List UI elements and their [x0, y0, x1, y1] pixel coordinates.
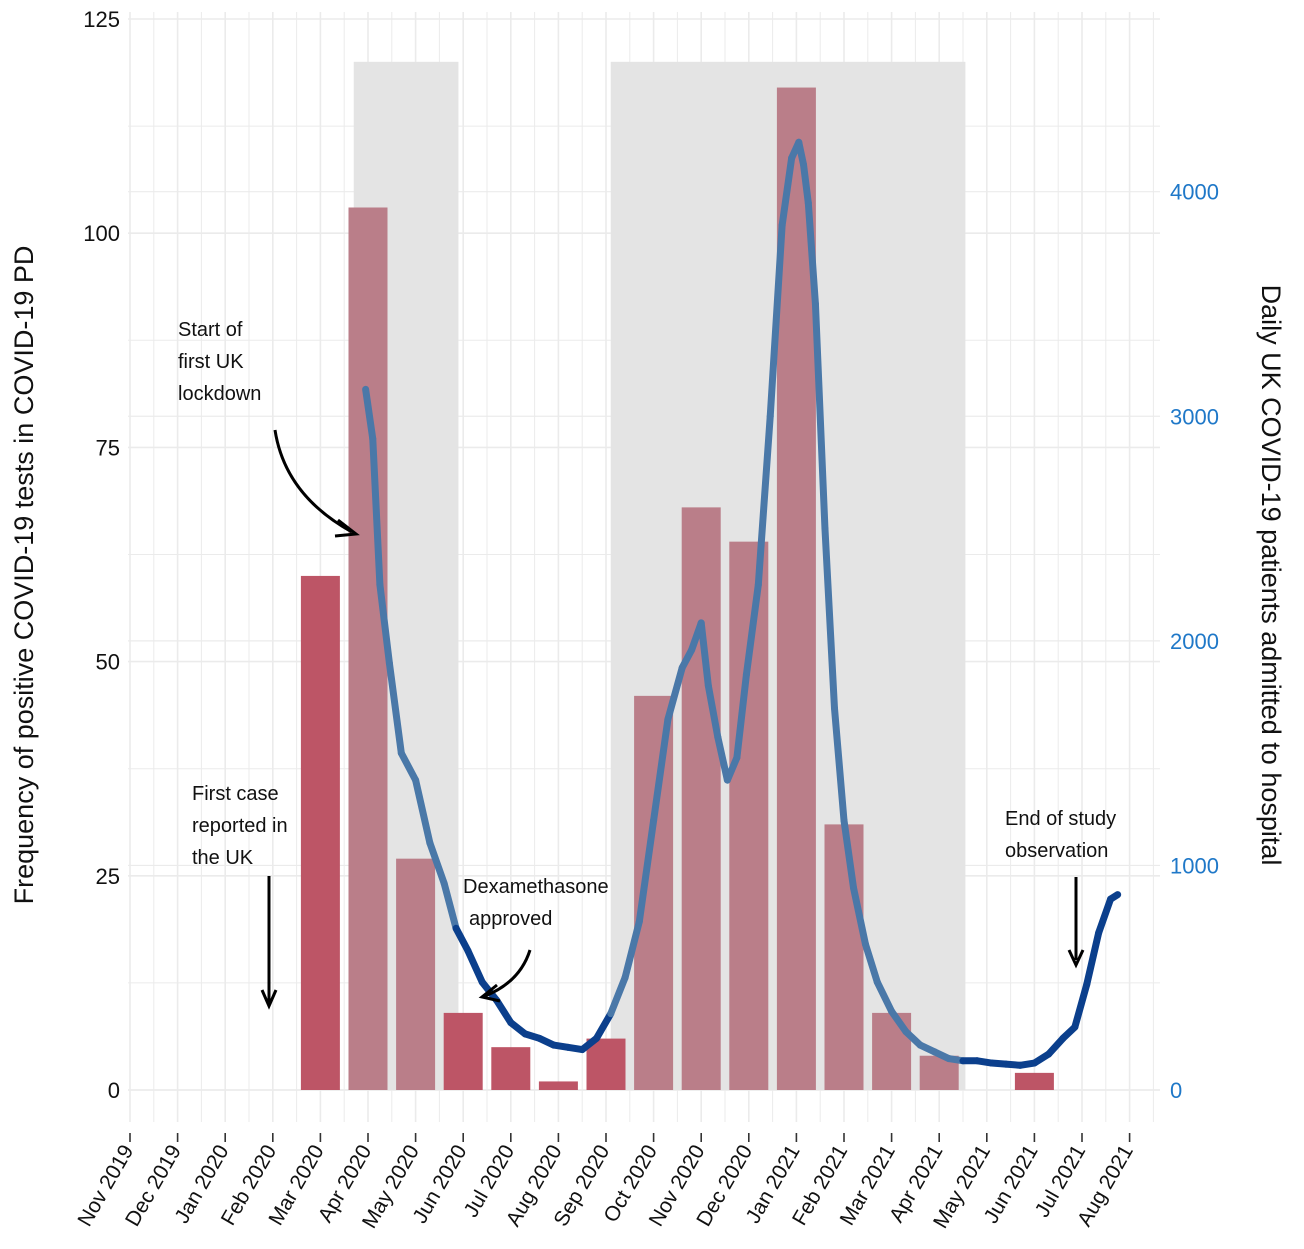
line-segment: [830, 704, 848, 825]
bar: [586, 1038, 626, 1090]
annotation-lockdown-line-3: lockdown: [178, 383, 261, 405]
line-segment: [664, 664, 686, 723]
bar: [1014, 1072, 1054, 1090]
y-tick-label: 100: [83, 221, 120, 246]
line-segment: [811, 300, 829, 533]
line-segment: [888, 1007, 910, 1036]
line-segment: [1107, 891, 1122, 903]
line-segment: [650, 715, 672, 825]
annotation-first-case-line-1: First case: [192, 783, 279, 805]
annotation-end-study-line-1: End of study: [1005, 808, 1116, 830]
line-segment: [452, 924, 472, 955]
line-segment: [873, 978, 896, 1015]
line-segment: [493, 996, 515, 1027]
line-segment: [850, 884, 869, 948]
y2-tick-label: 0: [1170, 1078, 1182, 1103]
annotation-first-case-line-2: reported in: [192, 815, 288, 837]
y-tick-label: 0: [108, 1078, 120, 1103]
line-segment: [464, 947, 486, 986]
hospital-admissions-line: [362, 138, 1122, 1069]
line-segment: [795, 138, 808, 169]
annotation-first-case-arrowhead: [260, 989, 278, 1010]
line-segment: [376, 581, 393, 667]
line-segment: [861, 940, 881, 986]
line-segment: [723, 754, 741, 784]
bar: [824, 824, 864, 1090]
annotation-dexamethasone-line-2: approved: [469, 908, 552, 930]
y-tick-label: 75: [96, 435, 120, 460]
y-axis-title: Frequency of positive COVID-19 tests in …: [9, 246, 39, 905]
line-segment: [621, 918, 643, 982]
annotations: Start of first UK lockdown First case re…: [178, 319, 1116, 1010]
line-segment: [1095, 895, 1115, 937]
y-tick-label: 50: [96, 650, 120, 675]
annotation-end-study-arrowhead: [1067, 949, 1085, 969]
line-segment: [697, 619, 712, 690]
annotation-dexamethasone-arrowhead: [478, 983, 501, 1003]
bar: [348, 207, 388, 1091]
line-segment: [821, 525, 838, 712]
line-segment: [385, 659, 405, 757]
line-segment: [362, 385, 377, 443]
line-segment: [635, 817, 658, 926]
line-segment: [800, 161, 812, 207]
line-segment: [1083, 929, 1103, 988]
line-segment: [704, 682, 722, 741]
y2-axis-title: Daily UK COVID-19 patients admitted to h…: [1256, 285, 1286, 866]
bar: [300, 575, 340, 1090]
annotation-dexamethasone-arrow: [484, 949, 532, 998]
line-segment: [440, 879, 460, 932]
line-segment: [766, 221, 786, 420]
line-segment: [804, 199, 819, 308]
annotation-lockdown-line-1: Start of: [178, 319, 243, 341]
line-segment: [754, 412, 774, 589]
line-segment: [733, 671, 750, 762]
line-segment: [592, 1010, 615, 1042]
annotation-lockdown-arrowhead: [334, 518, 360, 538]
y2-tick-label: 1000: [1170, 853, 1219, 878]
line-segment: [840, 817, 858, 892]
bar: [538, 1081, 578, 1090]
bar: [872, 1012, 912, 1090]
bar: [443, 1012, 483, 1090]
y-tick-label: 25: [96, 864, 120, 889]
y-tick-label: 125: [83, 7, 120, 32]
y2-tick-label: 3000: [1170, 404, 1219, 429]
line-segment: [397, 749, 420, 784]
bar: [396, 858, 436, 1090]
bar: [491, 1047, 531, 1090]
bar: [681, 507, 721, 1091]
annotation-lockdown-arrow: [273, 429, 353, 534]
line-segment: [607, 974, 629, 1018]
line-segment: [412, 776, 434, 847]
line-segment: [369, 435, 384, 589]
y2-tick-label: 4000: [1170, 180, 1219, 205]
line-segment: [426, 839, 448, 887]
annotation-lockdown-line-2: first UK: [178, 351, 244, 373]
line-segment: [1045, 1034, 1067, 1058]
line-segment: [742, 581, 762, 679]
bar: [729, 541, 769, 1090]
annotation-first-case-line-3: the UK: [192, 847, 254, 869]
annotation-dexamethasone-line-1: Dexamethasone: [463, 876, 609, 898]
y2-tick-label: 2000: [1170, 629, 1219, 654]
line-segment: [1071, 980, 1091, 1031]
line-segment: [714, 733, 731, 784]
line-segment: [778, 154, 796, 229]
annotation-end-study-line-2: observation: [1005, 840, 1108, 862]
